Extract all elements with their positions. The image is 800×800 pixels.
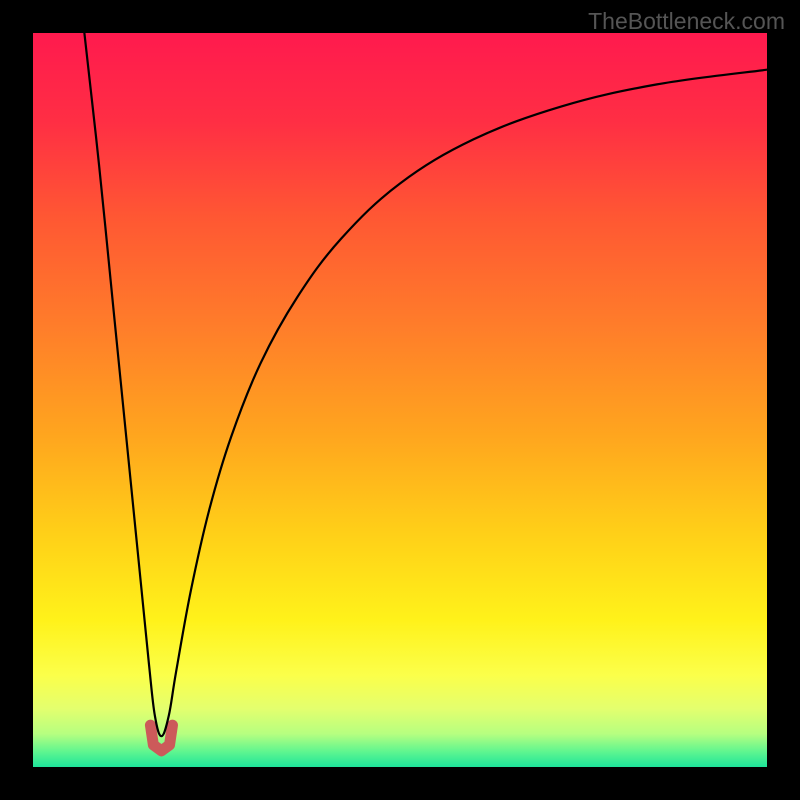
watermark-text: TheBottleneck.com <box>588 8 785 35</box>
plot-area <box>33 33 767 767</box>
chart-svg <box>33 33 767 767</box>
chart-stage: TheBottleneck.com <box>0 0 800 800</box>
gradient-background <box>33 33 767 767</box>
